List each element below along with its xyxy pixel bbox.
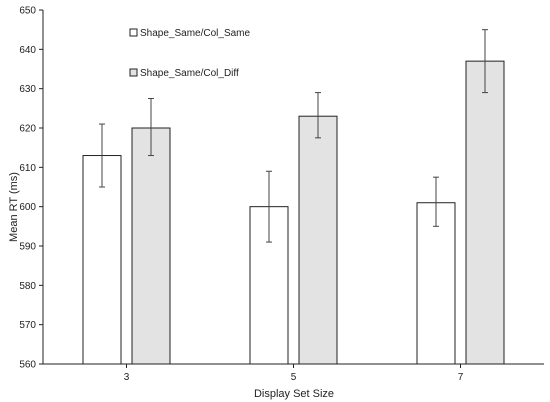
y-axis-title: Mean RT (ms) — [8, 172, 20, 242]
y-tick-label: 630 — [19, 84, 36, 95]
legend: Shape_Same/Col_Same Shape_Same/Col_Diff — [129, 28, 251, 79]
error-bars-group — [99, 29, 488, 243]
bar — [131, 127, 171, 365]
bar — [298, 115, 338, 365]
y-tick-label: 610 — [19, 163, 36, 174]
y-tick-label: 590 — [19, 242, 36, 253]
x-tick-label: 5 — [291, 372, 297, 383]
y-tick-label: 560 — [19, 360, 36, 371]
legend-label: Shape_Same/Col_Same — [140, 28, 251, 39]
y-tick-label: 640 — [19, 45, 36, 56]
x-tick-label: 3 — [124, 372, 130, 383]
y-tick-label: 620 — [19, 124, 36, 135]
bar — [416, 202, 456, 365]
legend-label: Shape_Same/Col_Diff — [140, 68, 239, 79]
y-axis-ticks: 560 570 580 590 600 610 620 630 640 650 — [19, 6, 43, 371]
x-axis-ticks: 3 5 7 — [124, 364, 464, 383]
legend-swatch — [129, 68, 138, 77]
x-tick-label: 7 — [458, 372, 464, 383]
legend-swatch — [129, 28, 138, 37]
y-tick-label: 580 — [19, 281, 36, 292]
x-axis-title: Display Set Size — [254, 388, 334, 400]
y-tick-label: 600 — [19, 202, 36, 213]
bar — [465, 60, 505, 365]
bars-group — [82, 60, 505, 365]
y-tick-label: 650 — [19, 6, 36, 17]
y-tick-label: 570 — [19, 320, 36, 331]
